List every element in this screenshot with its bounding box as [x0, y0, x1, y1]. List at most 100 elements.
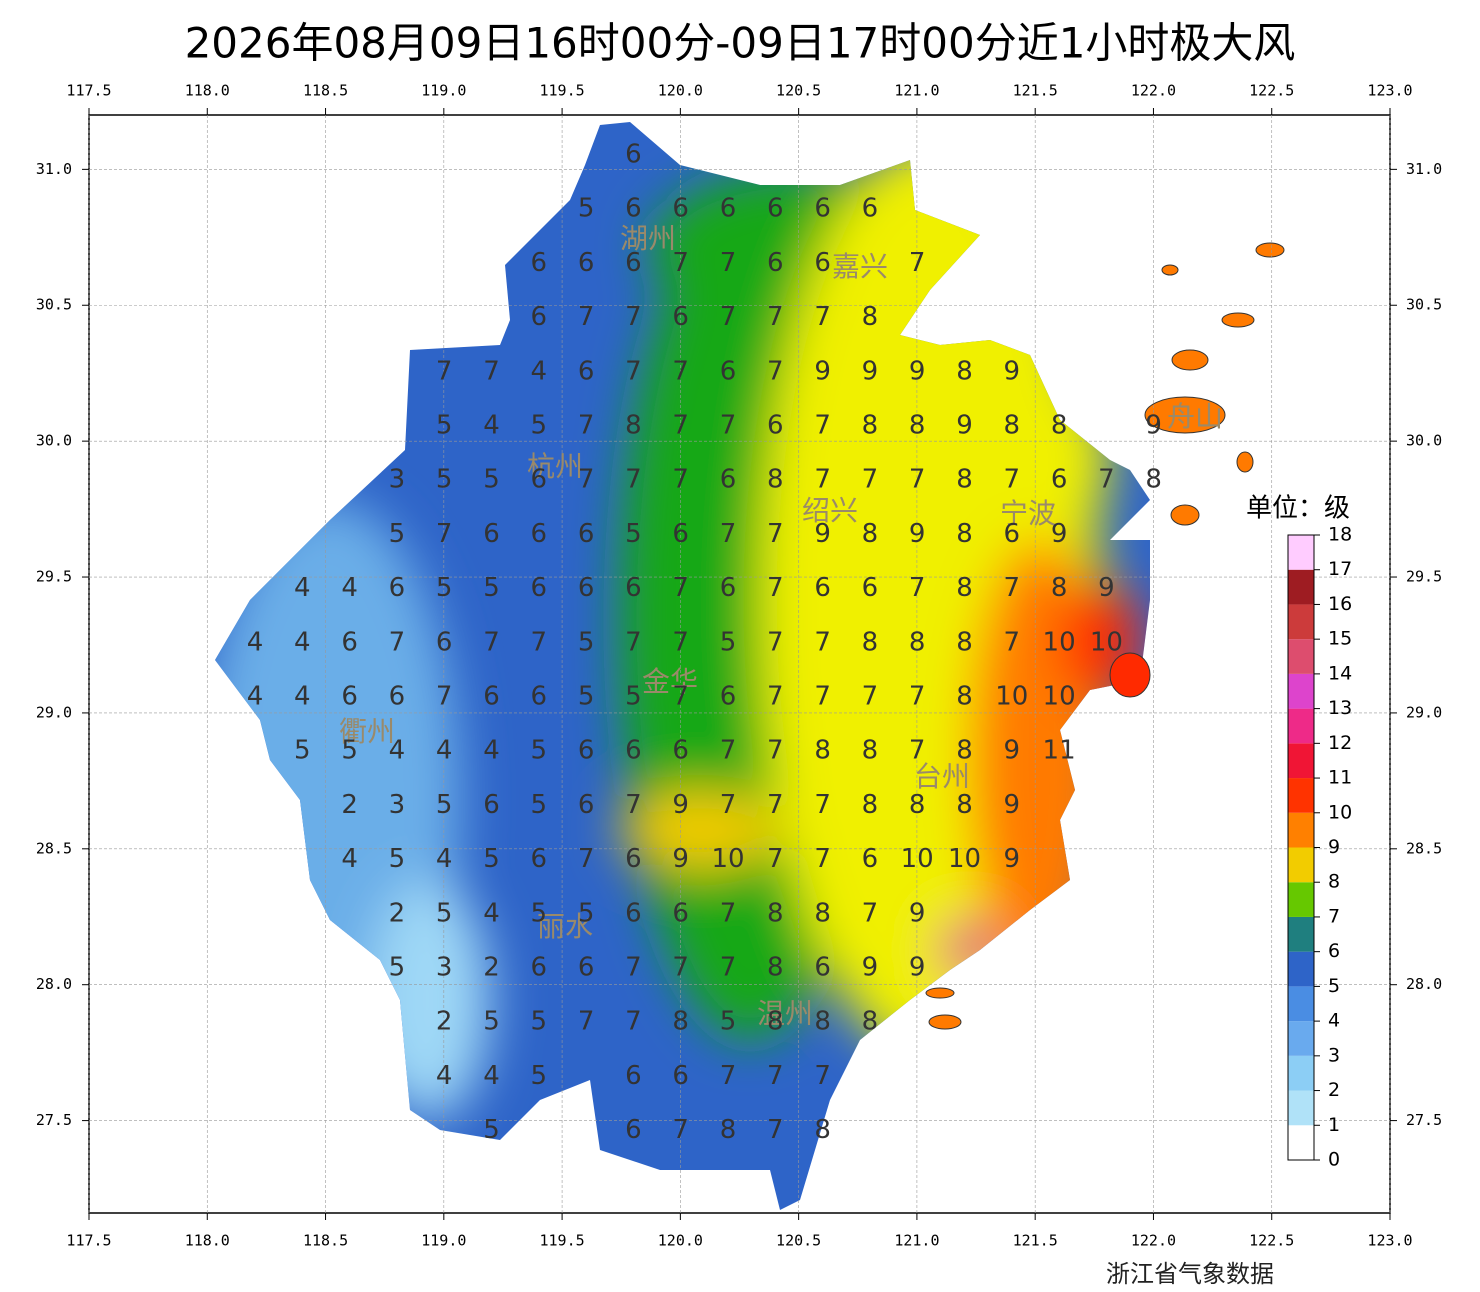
y-tick-label: 30.0 [36, 432, 72, 450]
station-value: 6 [531, 248, 548, 278]
colorbar-label: 7 [1328, 905, 1340, 927]
source: 浙江省气象数据 [1106, 1260, 1274, 1288]
station-value: 7 [767, 1061, 784, 1091]
station-value: 5 [531, 736, 548, 766]
station-value: 9 [672, 844, 689, 874]
city-label: 温州 [757, 997, 813, 1030]
y-tick-label: 28.0 [1406, 975, 1442, 993]
station-value: 7 [625, 953, 642, 983]
station-value: 7 [1004, 573, 1021, 603]
station-value: 8 [1145, 465, 1162, 495]
y-tick-label: 30.5 [36, 296, 72, 314]
colorbar-label: 17 [1328, 558, 1352, 580]
x-tick-label: 118.0 [185, 1232, 230, 1250]
station-value: 6 [862, 573, 879, 603]
colorbar-label: 18 [1328, 524, 1352, 546]
colorbar-swatch [1288, 1090, 1314, 1126]
colorbar-label: 4 [1328, 1010, 1340, 1032]
station-value: 7 [767, 356, 784, 386]
station-value: 4 [294, 682, 311, 712]
station-value: 6 [720, 194, 737, 224]
station-value: 7 [625, 302, 642, 332]
station-value: 6 [389, 682, 406, 712]
station-value: 5 [389, 844, 406, 874]
station-value: 3 [389, 790, 406, 820]
station-value: 8 [956, 736, 973, 766]
station-value: 6 [625, 1061, 642, 1091]
station-value: 7 [814, 465, 831, 495]
station-value: 7 [625, 356, 642, 386]
station-value: 7 [436, 356, 453, 386]
station-value: 9 [862, 356, 879, 386]
station-value: 9 [909, 519, 926, 549]
station-value: 9 [1051, 519, 1068, 549]
x-tick-label: 122.5 [1249, 1232, 1294, 1250]
station-value: 5 [625, 682, 642, 712]
colorbar-label: 6 [1328, 940, 1340, 962]
station-value: 6 [483, 682, 500, 712]
station-value: 7 [672, 356, 689, 386]
station-value: 6 [531, 465, 548, 495]
city-label: 湖州 [620, 222, 676, 255]
station-value: 10 [711, 844, 744, 874]
station-value: 5 [436, 790, 453, 820]
x-tick-label: 121.0 [894, 82, 939, 100]
station-value: 6 [814, 953, 831, 983]
station-value: 6 [672, 1061, 689, 1091]
city-label: 宁波 [1000, 497, 1056, 530]
colorbar-swatch [1288, 951, 1314, 987]
station-value: 4 [389, 736, 406, 766]
city-label: 丽水 [537, 910, 593, 943]
station-value: 10 [1043, 682, 1076, 712]
colorbar-swatch [1288, 1125, 1314, 1160]
station-value: 5 [436, 898, 453, 928]
station-value: 4 [436, 1061, 453, 1091]
y-tick-label: 28.5 [36, 839, 72, 857]
station-value: 5 [483, 1115, 500, 1145]
station-value: 7 [862, 682, 879, 712]
city-label: 衢州 [339, 715, 395, 748]
station-value: 4 [436, 736, 453, 766]
station-value: 4 [483, 898, 500, 928]
map-frame [88, 114, 1391, 1214]
station-value: 8 [862, 519, 879, 549]
station-value: 7 [909, 682, 926, 712]
station-value: 7 [672, 248, 689, 278]
wind-field [215, 122, 1150, 1210]
colorbar-swatch [1288, 604, 1314, 640]
x-tick-label: 117.5 [66, 1232, 111, 1250]
x-tick-label: 120.0 [658, 1232, 703, 1250]
station-value: 7 [672, 627, 689, 657]
station-value: 4 [294, 573, 311, 603]
y-tick-label: 28.5 [1406, 839, 1442, 857]
station-value: 8 [625, 411, 642, 441]
y-tick-label: 31.0 [1406, 160, 1442, 178]
x-tick-label: 120.0 [658, 82, 703, 100]
x-tick-label: 121.5 [1013, 82, 1058, 100]
colorbar-swatch [1288, 986, 1314, 1022]
station-value: 10 [1090, 627, 1123, 657]
station-value: 7 [909, 736, 926, 766]
station-value: 7 [672, 1115, 689, 1145]
station-value: 8 [956, 627, 973, 657]
station-value: 6 [862, 194, 879, 224]
x-tick-label: 122.5 [1249, 82, 1294, 100]
station-value: 7 [767, 1115, 784, 1145]
station-value: 7 [814, 627, 831, 657]
station-value: 6 [531, 682, 548, 712]
x-tick-label: 119.0 [421, 82, 466, 100]
station-value: 9 [672, 790, 689, 820]
station-value: 6 [436, 627, 453, 657]
station-value: 7 [672, 411, 689, 441]
station-value: 5 [483, 1007, 500, 1037]
station-value: 7 [767, 736, 784, 766]
station-value: 6 [672, 898, 689, 928]
station-value: 8 [956, 519, 973, 549]
station-value: 7 [720, 411, 737, 441]
x-tick-label: 121.5 [1013, 1232, 1058, 1250]
station-value: 9 [814, 519, 831, 549]
station-value: 8 [956, 465, 973, 495]
station-value: 7 [672, 953, 689, 983]
x-tick-label: 118.5 [303, 1232, 348, 1250]
station-value: 7 [1098, 465, 1115, 495]
